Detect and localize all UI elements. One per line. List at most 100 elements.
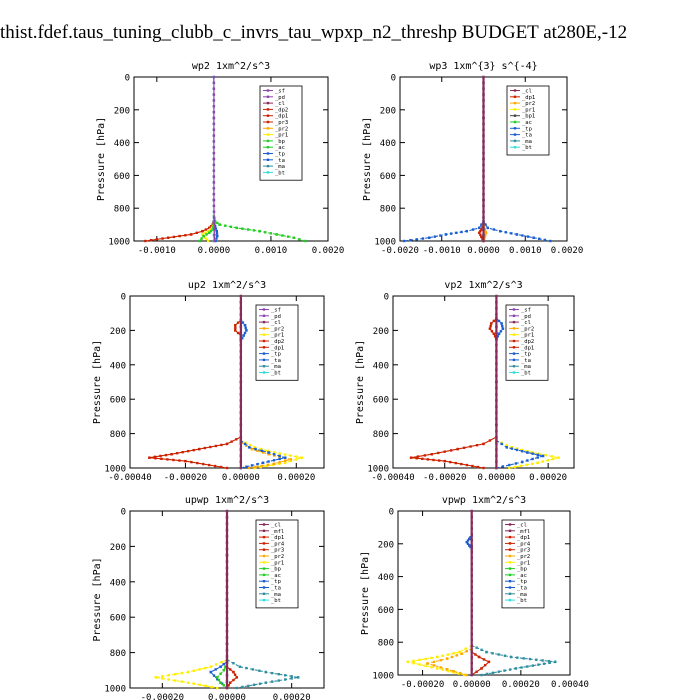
data-point	[465, 463, 469, 467]
data-point	[469, 545, 472, 549]
data-point	[424, 657, 427, 661]
data-point	[452, 669, 455, 673]
data-point	[469, 536, 472, 539]
data-point	[264, 670, 267, 674]
data-point	[225, 655, 229, 658]
series-tp	[209, 660, 229, 690]
legend-marker	[262, 529, 266, 532]
data-point	[206, 239, 210, 243]
data-point	[495, 454, 498, 457]
data-point	[239, 411, 243, 414]
data-point	[495, 411, 498, 414]
y-tick-label: 1000	[367, 465, 389, 475]
legend-marker	[262, 308, 266, 311]
data-point	[470, 515, 473, 519]
legend-marker	[262, 523, 266, 526]
data-point	[445, 657, 449, 660]
data-point	[212, 198, 216, 202]
legend: _cl_mfl_dp1_pr4_pr3_pr2_pr1_bp_ac_tp_ta_…	[501, 519, 545, 609]
data-point	[484, 231, 488, 234]
legend-marker	[508, 554, 512, 558]
series-line	[226, 659, 299, 689]
y-tick-label: 0	[125, 74, 130, 84]
legend-entry: _dp2	[271, 339, 284, 345]
data-point	[261, 461, 265, 465]
data-point	[284, 459, 287, 463]
data-point	[247, 446, 251, 449]
data-point	[508, 463, 511, 467]
data-point	[456, 447, 459, 451]
data-point	[470, 539, 473, 542]
data-point	[205, 238, 208, 241]
legend-entry: _pr4	[517, 541, 531, 547]
data-point	[213, 233, 216, 237]
legend-entry: _cl	[517, 523, 527, 529]
data-point	[239, 405, 243, 408]
data-point	[208, 226, 211, 230]
data-point	[484, 229, 487, 233]
data-point	[266, 463, 270, 466]
series-ma	[470, 644, 557, 677]
data-point	[212, 674, 216, 677]
data-point	[437, 459, 441, 462]
legend-entry: _tp	[517, 579, 527, 585]
legend-entry: _sf	[521, 308, 531, 314]
data-point	[253, 446, 256, 449]
data-point	[239, 436, 243, 439]
legend-marker	[262, 535, 266, 539]
data-point	[466, 539, 470, 542]
data-point	[219, 465, 223, 469]
data-point	[260, 449, 264, 452]
data-point	[482, 87, 485, 90]
legend-marker	[266, 108, 270, 111]
legend-entry: _ac	[271, 573, 281, 579]
data-point	[483, 235, 486, 239]
x-tick-label: 0.00040	[551, 680, 589, 690]
data-point	[482, 75, 485, 79]
data-point	[201, 233, 204, 236]
legend-entry: _dp2	[521, 339, 534, 345]
legend-marker	[266, 133, 270, 136]
series-pr1	[154, 658, 229, 690]
plot-frame	[397, 510, 571, 676]
legend-marker	[513, 120, 517, 124]
data-point	[495, 331, 498, 335]
x-tick-label: 0.00020	[502, 680, 540, 690]
data-point	[225, 573, 229, 576]
data-point	[465, 229, 468, 233]
data-point	[284, 461, 287, 465]
data-point	[214, 444, 218, 448]
page-title: thist.fdef.taus_tuning_clubb_c_invrs_tau…	[0, 22, 628, 43]
data-point	[480, 673, 483, 677]
data-point	[239, 362, 243, 365]
legend-marker	[262, 586, 266, 589]
data-point	[215, 229, 218, 233]
data-point	[482, 110, 485, 114]
data-point	[470, 656, 473, 659]
data-point	[267, 453, 270, 456]
data-point	[271, 463, 275, 467]
legend-entry: _bt	[521, 371, 531, 377]
data-point	[492, 332, 496, 336]
data-point	[470, 521, 473, 524]
legend-marker	[508, 561, 512, 564]
data-point	[443, 459, 446, 463]
legend-marker	[262, 567, 266, 570]
data-point	[213, 228, 216, 231]
data-point	[256, 462, 259, 466]
legend: _sf_pd_cl_pr2_pr1_dp2_dp1_tp_ta_ma_bt	[505, 304, 549, 381]
data-point	[198, 239, 201, 243]
data-point	[510, 232, 513, 235]
legend-marker	[508, 598, 512, 602]
legend-entry: _dp1	[517, 535, 530, 541]
data-point	[503, 669, 506, 672]
data-point	[402, 239, 406, 243]
data-point	[225, 560, 229, 563]
data-point	[243, 331, 247, 335]
data-point	[225, 566, 229, 570]
data-point	[455, 654, 459, 657]
data-point	[239, 460, 243, 464]
series-cl	[482, 75, 485, 243]
data-point	[409, 238, 412, 242]
data-point	[439, 666, 442, 669]
